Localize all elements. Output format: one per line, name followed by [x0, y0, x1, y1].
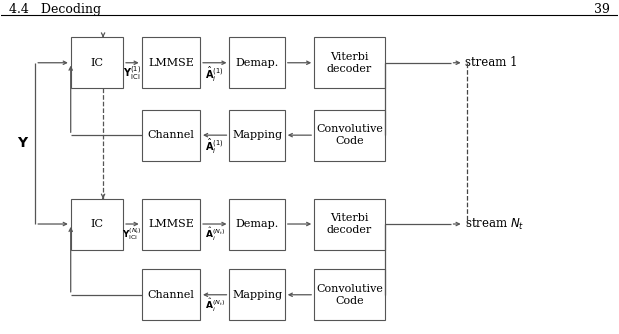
FancyBboxPatch shape: [314, 269, 385, 320]
Text: Convolutive
Code: Convolutive Code: [316, 124, 383, 146]
FancyBboxPatch shape: [71, 198, 123, 249]
Text: IC: IC: [90, 58, 103, 68]
Text: 4.4   Decoding: 4.4 Decoding: [9, 3, 101, 16]
FancyBboxPatch shape: [230, 198, 285, 249]
FancyBboxPatch shape: [314, 110, 385, 161]
Text: Convolutive
Code: Convolutive Code: [316, 284, 383, 306]
Text: $\hat{\mathbf{A}}_i^{(1)}$: $\hat{\mathbf{A}}_i^{(1)}$: [206, 64, 224, 84]
Text: Demap.: Demap.: [235, 58, 279, 68]
Text: Viterbi
decoder: Viterbi decoder: [327, 213, 372, 235]
Text: Channel: Channel: [147, 290, 194, 300]
Text: stream $N_t$: stream $N_t$: [465, 216, 524, 231]
FancyBboxPatch shape: [142, 198, 200, 249]
Text: 39: 39: [594, 3, 610, 16]
FancyBboxPatch shape: [230, 110, 285, 161]
FancyBboxPatch shape: [314, 37, 385, 88]
FancyBboxPatch shape: [230, 37, 285, 88]
Text: $\hat{\mathbf{A}}_i^{(N_t)}$: $\hat{\mathbf{A}}_i^{(N_t)}$: [205, 226, 225, 243]
FancyBboxPatch shape: [230, 269, 285, 320]
Text: LMMSE: LMMSE: [148, 58, 194, 68]
Text: Mapping: Mapping: [232, 130, 282, 140]
Text: $\hat{\mathbf{A}}_i^{(N_t)}$: $\hat{\mathbf{A}}_i^{(N_t)}$: [205, 296, 225, 314]
FancyBboxPatch shape: [314, 198, 385, 249]
FancyBboxPatch shape: [142, 269, 200, 320]
Text: $\mathbf{Y}_{\mathrm{ICi}}^{(1)}$: $\mathbf{Y}_{\mathrm{ICi}}^{(1)}$: [123, 64, 142, 82]
Text: $\mathbf{Y}_{\mathrm{ICi}}^{(N_t)}$: $\mathbf{Y}_{\mathrm{ICi}}^{(N_t)}$: [123, 226, 142, 241]
Text: stream 1: stream 1: [465, 56, 517, 69]
Text: $\hat{\mathbf{A}}_i^{(1)}$: $\hat{\mathbf{A}}_i^{(1)}$: [206, 137, 224, 156]
Text: Channel: Channel: [147, 130, 194, 140]
Text: Demap.: Demap.: [235, 219, 279, 229]
Text: LMMSE: LMMSE: [148, 219, 194, 229]
Text: Viterbi
decoder: Viterbi decoder: [327, 52, 372, 73]
FancyBboxPatch shape: [142, 37, 200, 88]
Text: IC: IC: [90, 219, 103, 229]
FancyBboxPatch shape: [142, 110, 200, 161]
FancyBboxPatch shape: [71, 37, 123, 88]
Text: Mapping: Mapping: [232, 290, 282, 300]
Text: $\mathbf{Y}$: $\mathbf{Y}$: [17, 136, 29, 150]
